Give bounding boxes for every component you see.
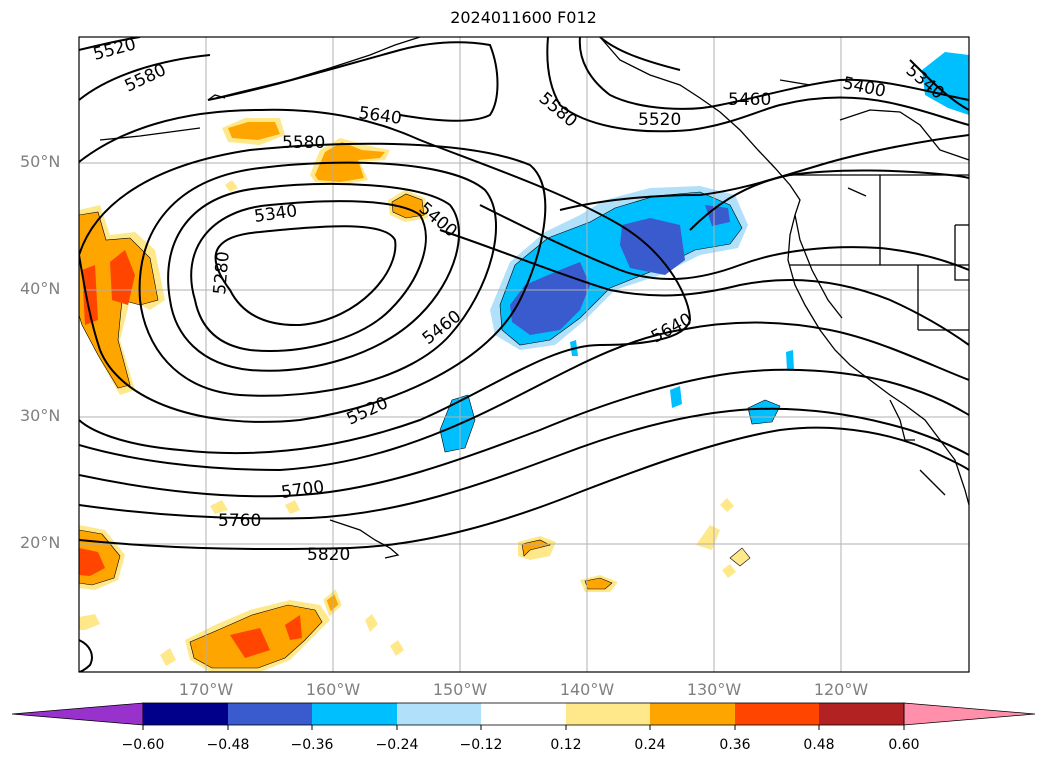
colorbar-swatch [397,703,481,725]
contour-label: 5580 [122,60,170,96]
height-contours [79,37,969,672]
contour-label: 5700 [280,477,326,503]
contour-label: 5520 [91,34,138,65]
colorbar-swatch [143,703,228,725]
lat-label: 50°N [20,152,61,171]
colorbar-swatch [481,703,566,725]
lat-label: 40°N [20,279,61,298]
contour-label: 5580 [282,133,325,153]
colorbar-swatch [312,703,397,725]
map-frame [78,36,970,673]
colorbar-swatch [735,703,819,725]
contour-label: 5520 [344,393,392,429]
lon-label: 150°W [432,680,488,699]
contour-label: 5280 [210,251,234,296]
colorbar-swatch [650,703,735,725]
colorbar-swatch [228,703,312,725]
lat-label: 20°N [20,533,61,552]
contour-label: 5520 [638,110,681,130]
contour-label: 5640 [357,103,403,129]
lon-label: 120°W [813,680,869,699]
colorbar-extend-high [903,702,1036,726]
colorbar-tick-label: −0.60 [121,737,165,753]
lon-label: 160°W [305,680,361,699]
colorbar-tick-label: 0.48 [803,737,835,753]
map-title: 2024011600 F012 [450,8,597,27]
blue-anomaly-region [439,52,969,453]
contour-label: 5820 [307,545,350,565]
colorbar-tick-label: −0.48 [206,737,250,753]
colorbar-tick-label: 0.24 [634,737,666,753]
graticule [79,37,969,672]
contour-label: 5460 [728,90,771,110]
lon-label: 130°W [686,680,742,699]
colorbar-tick-label: 0.36 [719,737,751,753]
contour-label: 5760 [218,511,261,531]
colorbar-frame [142,702,905,726]
colorbar-extend-low [11,702,144,726]
contour-label: 5580 [535,89,581,132]
colorbar-swatch [566,703,650,725]
lon-label: 140°W [559,680,615,699]
contour-label: 5340 [253,201,299,227]
colorbar-tick-label: −0.24 [375,737,419,753]
colorbar-tick-label: 0.12 [550,737,582,753]
coastline [99,37,969,559]
colorbar [11,702,1036,730]
lat-label: 30°N [20,406,61,425]
colorbar-tick-label: 0.60 [888,737,920,753]
colorbar-tick-label: −0.36 [290,737,334,753]
contour-label: 5640 [648,309,696,347]
colorbar-swatch [819,703,904,725]
colorbar-tick-label: −0.12 [459,737,503,753]
lon-label: 170°W [178,680,234,699]
